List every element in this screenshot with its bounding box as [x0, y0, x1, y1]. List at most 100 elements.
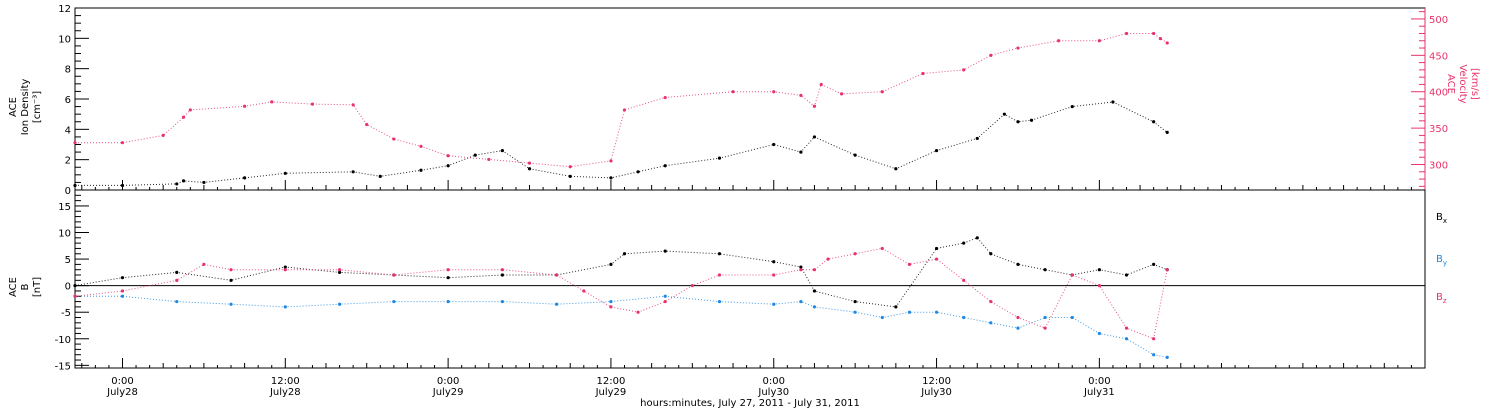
top-series-0-point [568, 174, 572, 178]
x-tick-time: 0:00 [763, 376, 785, 387]
top-left-axis-label: [cm⁻³] [32, 91, 43, 123]
top-left-tick-label: 0 [65, 186, 71, 197]
legend-label: B [1436, 292, 1443, 303]
bottom-series-0-point [772, 260, 776, 264]
bottom-series-1-point [934, 310, 939, 314]
x-axis: 0:00July2812:00July280:00July2912:00July… [81, 180, 1412, 409]
bottom-series-0-point [1124, 273, 1129, 277]
bottom-series-0-point [229, 278, 233, 282]
x-tick-date: July29 [432, 387, 464, 398]
bottom-left-axis-label: [nT] [32, 277, 43, 297]
top-series-1-point [1097, 39, 1101, 43]
bottom-series-2-point [717, 273, 722, 277]
top-series-1-point [663, 95, 667, 100]
top-series-0-point [636, 170, 640, 174]
bottom-series-1-point [446, 299, 450, 304]
bottom-series-2-trace [74, 247, 1168, 340]
legend-subscript: z [1443, 297, 1447, 305]
top-series-1-point [310, 102, 315, 106]
legend-entry-y: By [1436, 254, 1447, 267]
bottom-left-tick-label: 5 [65, 255, 71, 266]
x-tick-time: 12:00 [597, 376, 626, 387]
legend-entry-z: Bz [1436, 292, 1447, 305]
bottom-series-2-point [500, 268, 504, 272]
x-tick-date: July28 [106, 387, 138, 398]
bottom-series-1-point [555, 302, 559, 306]
bottom-series-0-point [934, 246, 939, 251]
bottom-series-1-point [1165, 355, 1169, 359]
top-series-1-point [921, 71, 925, 76]
top-series-1-point [365, 122, 369, 127]
x-tick-date: July29 [595, 387, 627, 398]
bottom-series-2-point [1165, 268, 1169, 272]
bottom-series-1-point [1124, 337, 1129, 341]
top-series-0-point [527, 167, 532, 171]
bottom-left-axis-label: B [20, 283, 31, 290]
top-series-0-point [1165, 130, 1169, 134]
top-left-axis-label: ACE [8, 97, 19, 117]
bottom-series-1-point [500, 299, 504, 304]
bottom-series-1-point [853, 310, 857, 314]
top-series-1-point [622, 108, 627, 112]
bottom-series-2-point [392, 273, 396, 277]
bottom-series-1-point [337, 302, 342, 306]
top-right-axis-label: ACE [1445, 74, 1456, 94]
x-tick-time: 0:00 [111, 376, 133, 387]
top-series-0-point [1016, 120, 1020, 124]
bottom-left-tick-label: 0 [65, 282, 71, 293]
bottom-series-2-point [609, 305, 613, 309]
top-series-1-point [1165, 41, 1169, 45]
top-right-tick-label: 300 [1429, 161, 1448, 172]
top-left-tick-label: 8 [65, 65, 71, 76]
top-series-1-trace [75, 33, 1168, 168]
legend-label: B [1436, 212, 1443, 223]
x-tick-date: July30 [757, 387, 789, 398]
top-left-tick-label: 12 [58, 4, 71, 15]
bottom-series-2-point [582, 289, 586, 293]
x-axis-label: hours:minutes, July 27, 2011 - July 31, … [640, 398, 860, 409]
top-left-tick-label: 4 [65, 125, 71, 136]
x-tick-time: 0:00 [1088, 376, 1110, 387]
top-series-1-point [351, 103, 355, 107]
top-series-0-point [663, 164, 667, 168]
top-series-0-point [812, 135, 817, 139]
top-series-0-point [283, 171, 287, 175]
bottom-series-2-point [202, 262, 206, 266]
top-left-tick-label: 2 [65, 156, 71, 167]
top-series-1-point [446, 154, 450, 158]
bottom-series-1-point [392, 299, 396, 304]
bottom-series-0-point [446, 276, 450, 280]
bottom-left-tick-label: 10 [58, 229, 71, 240]
top-series-1-point [962, 68, 966, 72]
x-tick-time: 12:00 [922, 376, 951, 387]
top-right-tick-label: 500 [1429, 15, 1448, 26]
x-tick-time: 12:00 [271, 376, 300, 387]
x-tick-time: 0:00 [437, 376, 459, 387]
bottom-left-axis-label: ACE [8, 277, 19, 297]
top-left-tick-label: 10 [58, 34, 71, 45]
top-series-1-point [392, 137, 396, 141]
bottom-series-1-point [609, 299, 613, 304]
top-right-tick-label: 350 [1429, 124, 1448, 135]
bottom-series-0-point [717, 252, 722, 256]
bottom-series-1-point [1043, 315, 1047, 320]
bottom-series-1-point [799, 299, 803, 304]
bottom-series-2-point [175, 278, 179, 282]
bottom-series-0-point [500, 273, 504, 277]
top-right-axis-label: Velocity [1457, 64, 1468, 103]
bottom-left-tick-label: -10 [55, 335, 71, 346]
legend-entry-x: Bx [1436, 212, 1447, 225]
top-series-1-point [120, 141, 125, 145]
bottom-panel-frame [74, 189, 1426, 369]
bottom-series-0-point [663, 249, 667, 253]
bottom-series-2-point [555, 273, 559, 277]
bottom-series-0-point [1043, 268, 1047, 272]
bottom-series-0-point [622, 252, 627, 256]
top-series-1-point [527, 161, 532, 165]
top-series-0-point [772, 142, 776, 147]
x-tick-date: July28 [269, 387, 301, 398]
top-series-1-point [731, 90, 735, 94]
bottom-series-1-point [962, 315, 966, 320]
